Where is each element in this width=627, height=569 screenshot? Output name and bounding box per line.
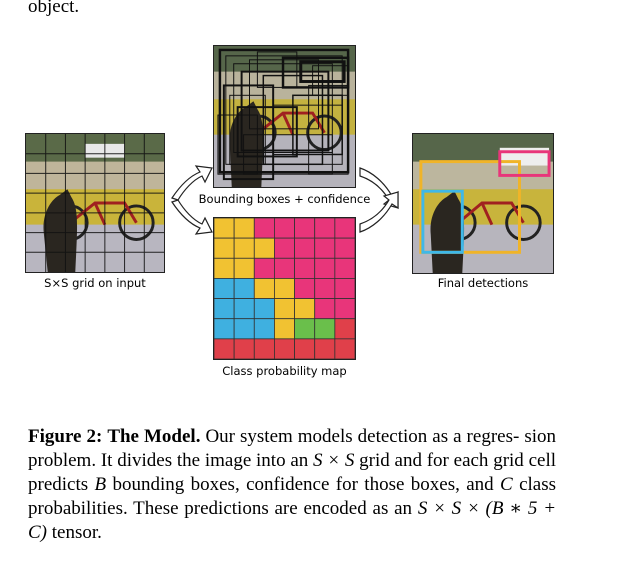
figure-title: The Model. (107, 426, 201, 447)
class-map-cell-green (294, 318, 316, 340)
caption-math-tensor: S × S × (B ∗ 5 + C) (28, 498, 557, 543)
class-map-cell-yellow (233, 218, 255, 239)
class-map-cell-green (314, 318, 336, 340)
class-map-cell-yellow (253, 237, 275, 259)
class-map-cell-red (294, 338, 316, 359)
class-map-cell-yellow (233, 257, 255, 279)
dog-detection-box (421, 189, 464, 254)
caption-line-2-post: grid and for each (354, 450, 489, 471)
caption-math-c: C (500, 474, 513, 495)
class-map-cell-pink (334, 237, 355, 259)
class-map-cell-pink (314, 257, 336, 279)
class-map-cell-pink (334, 278, 355, 299)
class-map-cell-red (334, 318, 355, 340)
class-map-cell-blue (214, 278, 235, 299)
class-map-cell-red (314, 338, 336, 359)
figure-caption: Figure 2: The Model. Our system models d… (28, 425, 556, 545)
class-map-cell-blue (233, 298, 255, 320)
bike-detection-box (419, 160, 521, 254)
caption-line-5-post: tensor. (47, 522, 102, 543)
class-map-cell-blue (233, 278, 255, 299)
class-map-cell-yellow (274, 298, 295, 320)
class-map-cell-red (214, 338, 235, 359)
caption-line-3-pre: grid cell predicts (28, 450, 556, 495)
figure-label: Figure 2: (28, 426, 103, 447)
class-map-cell-blue (253, 298, 275, 320)
input-image-with-grid (25, 133, 165, 273)
caption-line-4-post: class probabilities. These predictions a… (28, 474, 556, 519)
class-map-cell-blue (214, 318, 235, 340)
final-detections-label: Final detections (437, 276, 529, 290)
class-map-cell-blue (233, 318, 255, 340)
class-map-cell-pink (274, 257, 295, 279)
preceding-text: object. (28, 0, 80, 17)
caption-line-4-pre: and (466, 474, 501, 495)
class-map-cell-pink (294, 237, 316, 259)
class-map-cell-yellow (274, 318, 295, 340)
class-map-cell-pink (314, 218, 336, 239)
class-map-cell-red (253, 338, 275, 359)
bounding-boxes-image (213, 45, 356, 188)
bounding-boxes-label: Bounding boxes + confidence (198, 192, 371, 206)
class-map-cell-pink (253, 257, 275, 279)
class-map-cell-pink (274, 218, 295, 239)
class-map-cell-pink (334, 298, 355, 320)
class-map-cell-pink (294, 278, 316, 299)
caption-math-b: B (94, 474, 107, 495)
class-map-label: Class probability map (222, 364, 347, 378)
class-map-cell-pink (294, 218, 316, 239)
class-map-cell-yellow (233, 237, 255, 259)
class-map-cell-yellow (253, 278, 275, 299)
class-map-cell-pink (334, 257, 355, 279)
class-map-cell-red (274, 338, 295, 359)
class-map-cell-red (233, 338, 255, 359)
caption-math-sxs: S × S (313, 450, 355, 471)
class-map-cell-yellow (214, 237, 235, 259)
caption-line-1: Our system models detection as a regres- (205, 426, 520, 447)
class-map-cell-pink (314, 298, 336, 320)
class-map-cell-pink (314, 278, 336, 299)
class-map-cell-blue (253, 318, 275, 340)
grid-input-label: S×S grid on input (44, 276, 146, 290)
class-map-cell-yellow (294, 298, 316, 320)
caption-line-2-pre: sion problem. It divides the image into … (28, 426, 556, 471)
class-map-cell-yellow (274, 278, 295, 299)
final-detections-image (412, 133, 554, 274)
class-map-cell-pink (294, 257, 316, 279)
class-map-cell-pink (314, 237, 336, 259)
class-map-cell-pink (274, 237, 295, 259)
class-map-cell-red (334, 338, 355, 359)
class-map-cell-yellow (214, 257, 235, 279)
class-map-cell-yellow (214, 218, 235, 239)
class-map-cell-pink (334, 218, 355, 239)
caption-line-3-post: bounding boxes, confidence for those box… (106, 474, 460, 495)
class-map-cell-blue (214, 298, 235, 320)
class-map-cell-pink (253, 218, 275, 239)
class-probability-map (213, 217, 356, 360)
car-detection-box (498, 150, 551, 177)
